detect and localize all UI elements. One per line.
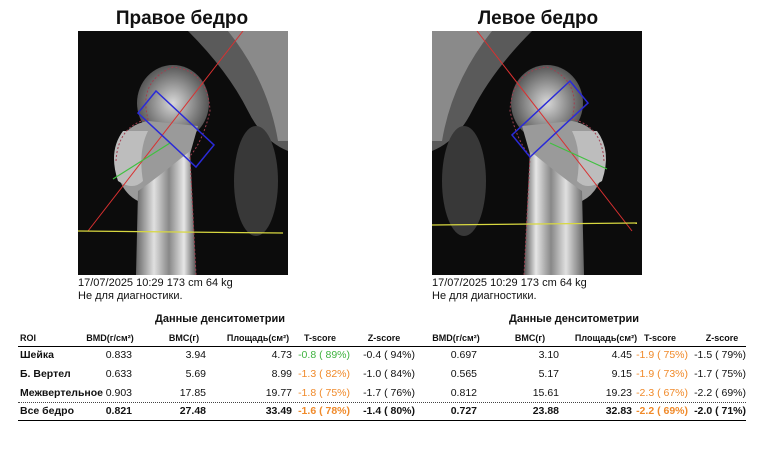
right-bmd-cell: 0.821 [105, 405, 132, 417]
right-area-cell: 4.73 [271, 349, 292, 361]
left-bmc-cell: 3.10 [538, 349, 559, 361]
table-top-rule [18, 346, 746, 347]
right-scan-date-line: 17/07/2025 10:29 173 cm 64 kg [78, 277, 233, 289]
left-bmc-cell: 15.61 [532, 387, 559, 399]
left-hip-scan-image [432, 31, 642, 275]
left-hip-title: Левое бедро [477, 8, 599, 29]
left-scan-date-line: 17/07/2025 10:29 173 cm 64 kg [432, 277, 587, 289]
right-scan-disclaimer: Не для диагностики. [78, 290, 183, 302]
right-hip-scan-image [78, 31, 288, 275]
right-z-cell: -0.4 ( 94%) [363, 349, 415, 361]
right-z-cell: -1.4 ( 80%) [363, 405, 415, 417]
right-bmc-cell: 3.94 [185, 349, 206, 361]
header-left-t: T-score [643, 333, 676, 343]
left-z-cell: -2.0 ( 71%) [694, 405, 746, 417]
right-bmd-cell: 0.833 [105, 349, 132, 361]
right-scan-caption: 17/07/2025 10:29 173 cm 64 kg Не для диа… [78, 277, 233, 303]
right-hip-title: Правое бедро [115, 8, 249, 29]
left-t-cell: -1.9 ( 75%) [636, 349, 688, 361]
right-bmc-cell: 5.69 [185, 368, 206, 380]
right-bmd-cell: 0.633 [105, 368, 132, 380]
left-t-cell: -1.9 ( 73%) [636, 368, 688, 380]
row-label: Межвертельное [20, 387, 104, 399]
left-area-cell: 9.15 [611, 368, 632, 380]
left-t-cell: -2.3 ( 67%) [636, 387, 688, 399]
right-bmc-cell: 17.85 [179, 387, 206, 399]
right-densitometry-title: Данные денситометрии [155, 313, 285, 325]
left-z-cell: -1.5 ( 79%) [694, 349, 746, 361]
header-left-bmd: BMD(г/см²) [432, 333, 480, 343]
right-bmc-cell: 27.48 [179, 405, 206, 417]
header-right-bmd: BMD(г/см²) [86, 333, 134, 343]
left-scan-caption: 17/07/2025 10:29 173 cm 64 kg Не для диа… [432, 277, 587, 303]
left-z-cell: -2.2 ( 69%) [694, 387, 746, 399]
header-right-area: Площадь(см²) [226, 333, 290, 343]
left-t-cell: -2.2 ( 69%) [636, 405, 688, 417]
right-t-cell: -1.3 ( 82%) [298, 368, 350, 380]
right-t-cell: -0.8 ( 89%) [298, 349, 350, 361]
right-z-cell: -1.0 ( 84%) [363, 368, 415, 380]
table-bottom-rule [18, 420, 746, 421]
left-area-cell: 19.23 [605, 387, 632, 399]
header-roi: ROI [20, 333, 37, 343]
left-area-cell: 32.83 [605, 405, 632, 417]
row-label: Шейка [20, 349, 54, 361]
header-left-z: Z-score [705, 333, 739, 343]
left-bmc-cell: 5.17 [538, 368, 559, 380]
right-t-cell: -1.8 ( 75%) [298, 387, 350, 399]
right-bmd-cell: 0.903 [105, 387, 132, 399]
row-label: Все бедро [20, 405, 74, 417]
left-area-cell: 4.45 [611, 349, 632, 361]
left-densitometry-title: Данные денситометрии [509, 313, 639, 325]
header-right-bmc: BMC(г) [168, 333, 200, 343]
right-area-cell: 19.77 [265, 387, 292, 399]
header-right-z: Z-score [367, 333, 401, 343]
right-z-cell: -1.7 ( 76%) [363, 387, 415, 399]
header-left-area: Площадь(см²) [574, 333, 638, 343]
left-bmd-cell: 0.565 [450, 368, 477, 380]
header-right-t: T-score [303, 333, 336, 343]
right-t-cell: -1.6 ( 78%) [298, 405, 350, 417]
left-bmd-cell: 0.812 [450, 387, 477, 399]
left-bmd-cell: 0.697 [450, 349, 477, 361]
total-row-rule [18, 402, 746, 403]
left-z-cell: -1.7 ( 75%) [694, 368, 746, 380]
left-bmd-cell: 0.727 [450, 405, 477, 417]
right-area-cell: 8.99 [271, 368, 292, 380]
row-label: Б. Вертел [20, 368, 71, 380]
left-scan-disclaimer: Не для диагностики. [432, 290, 537, 302]
left-bmc-cell: 23.88 [532, 405, 559, 417]
header-left-bmc: BMC(г) [514, 333, 546, 343]
right-area-cell: 33.49 [265, 405, 292, 417]
